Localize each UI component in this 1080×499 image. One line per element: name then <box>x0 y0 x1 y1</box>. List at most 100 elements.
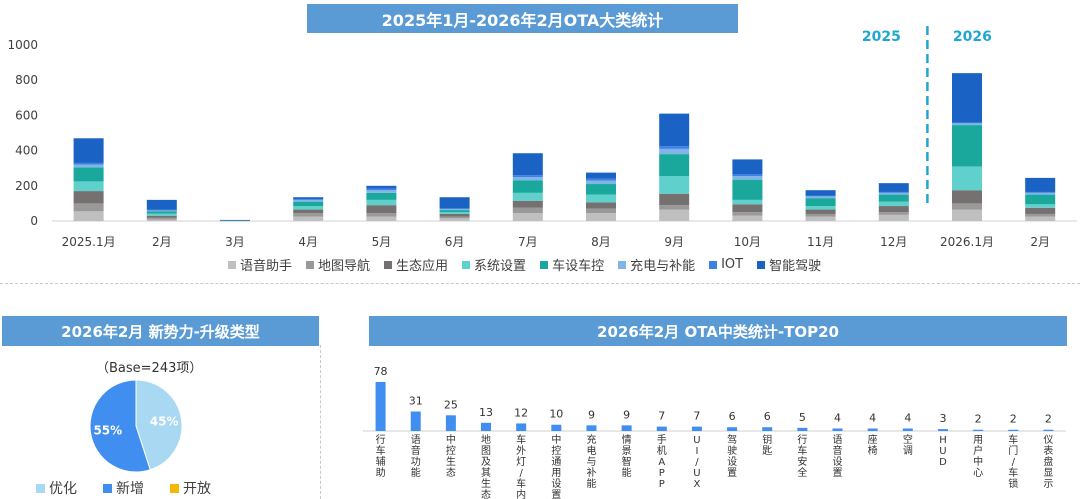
pie-base-label: （Base=243项） <box>96 361 203 376</box>
bar-segment <box>1025 191 1056 193</box>
top20-category-label: 语音设置 <box>833 434 843 479</box>
top20-category-label: 中控通用设置 <box>551 433 561 499</box>
top20-bar <box>973 429 984 431</box>
top20-category-label: 钥匙 <box>762 433 772 457</box>
bar-segment <box>366 192 397 200</box>
bar-segment <box>1025 213 1056 217</box>
legend-item: 系统设置 <box>462 255 526 274</box>
legend-label: 生态应用 <box>396 259 449 274</box>
bar-segment <box>146 219 177 221</box>
top20-value-label: 9 <box>623 408 630 421</box>
bar-segment <box>439 209 470 211</box>
x-tick-label: 4月 <box>298 235 318 249</box>
top20-value-label: 2 <box>1045 413 1052 426</box>
pie-legend-label: 新增 <box>116 481 144 497</box>
top20-bar <box>481 422 492 431</box>
top20-value-label: 9 <box>588 408 595 421</box>
top20-category-label: 驾驶设置 <box>727 434 737 479</box>
bar-segment <box>732 159 763 175</box>
bar-segment <box>73 211 104 221</box>
x-tick-label: 2月 <box>1030 235 1050 249</box>
top20-category-label: 行车安全 <box>797 433 807 479</box>
bar-segment <box>439 213 470 217</box>
y-tick-label: 0 <box>30 214 38 228</box>
legend-label: 系统设置 <box>474 259 527 274</box>
bar-segment <box>878 194 909 202</box>
top20-value-label: 5 <box>799 411 806 424</box>
legend-item: 地图导航 <box>306 255 370 274</box>
top20-value-label: 7 <box>693 410 700 423</box>
bar-segment <box>805 213 836 217</box>
legend-swatch <box>540 260 549 269</box>
x-tick-label: 10月 <box>734 235 761 249</box>
top20-value-label: 3 <box>939 412 946 425</box>
y-tick-label: 400 <box>15 144 38 158</box>
bar-segment <box>366 185 397 189</box>
top20-bar <box>797 427 808 431</box>
bar-segment <box>293 199 324 202</box>
bar-segment <box>586 202 616 209</box>
pie-legend-label: 开放 <box>183 481 211 497</box>
bar-segment <box>146 217 177 220</box>
legend-label: IOT <box>721 257 744 272</box>
bar-segment <box>952 123 982 126</box>
bar-segment <box>659 193 690 206</box>
bar-segment <box>732 204 763 213</box>
bar-segment <box>878 183 909 192</box>
year-marker-2026: 2026 <box>953 29 992 45</box>
top20-chart-title: 2026年2月 OTA中类统计-TOP20 <box>369 316 1067 346</box>
y-tick-label: 800 <box>15 73 38 87</box>
bar-segment <box>512 177 543 181</box>
top20-bar <box>621 425 632 431</box>
top20-value-label: 25 <box>444 398 458 411</box>
top20-bar <box>410 411 421 431</box>
bar-segment <box>586 213 616 221</box>
bar-segment <box>805 206 836 210</box>
bar-segment <box>878 214 909 221</box>
bar-segment <box>659 113 690 147</box>
legend-item: 充电与补能 <box>618 255 695 274</box>
bar-segment <box>73 164 104 168</box>
top20-bar <box>551 424 562 431</box>
bar-segment <box>586 172 616 179</box>
legend-swatch <box>757 260 766 269</box>
top20-value-label: 2 <box>1010 413 1017 426</box>
bar-segment <box>878 201 909 207</box>
bar-segment <box>366 216 397 221</box>
legend-item: IOT <box>709 257 743 272</box>
bar-segment <box>659 176 690 194</box>
legend-swatch <box>306 260 315 269</box>
top20-category-label: 行车辅助 <box>376 433 386 479</box>
bar-segment <box>439 210 470 213</box>
bar-segment <box>952 209 982 221</box>
x-tick-label: 3月 <box>225 235 245 249</box>
top20-bar <box>375 382 386 431</box>
top20-category-label: 用户中心 <box>973 435 983 479</box>
pie-legend-label: 优化 <box>49 481 77 497</box>
x-tick-label: 5月 <box>372 235 392 249</box>
top20-bar <box>1008 429 1019 431</box>
bar-segment <box>293 213 324 217</box>
bar-segment <box>952 166 982 191</box>
bar-segment <box>805 190 836 196</box>
bar-segment <box>952 122 982 124</box>
section-divider <box>0 283 1080 284</box>
top20-bar <box>691 426 702 431</box>
bar-segment <box>586 194 616 203</box>
top20-value-label: 4 <box>904 411 911 424</box>
top20-value-label: 7 <box>658 410 665 423</box>
bar-segment <box>659 154 690 177</box>
bar-segment <box>439 212 470 214</box>
legend-swatch <box>709 260 718 269</box>
bar-segment <box>73 138 104 163</box>
x-tick-label: 11月 <box>807 235 834 249</box>
bar-segment <box>1025 216 1056 221</box>
top20-category-label: 手机 A P P <box>657 433 667 490</box>
top20-value-label: 6 <box>729 410 736 423</box>
pie-legend-swatch <box>36 483 45 493</box>
bar-segment <box>732 174 763 177</box>
bar-segment <box>1025 194 1056 205</box>
bar-segment <box>439 208 470 210</box>
